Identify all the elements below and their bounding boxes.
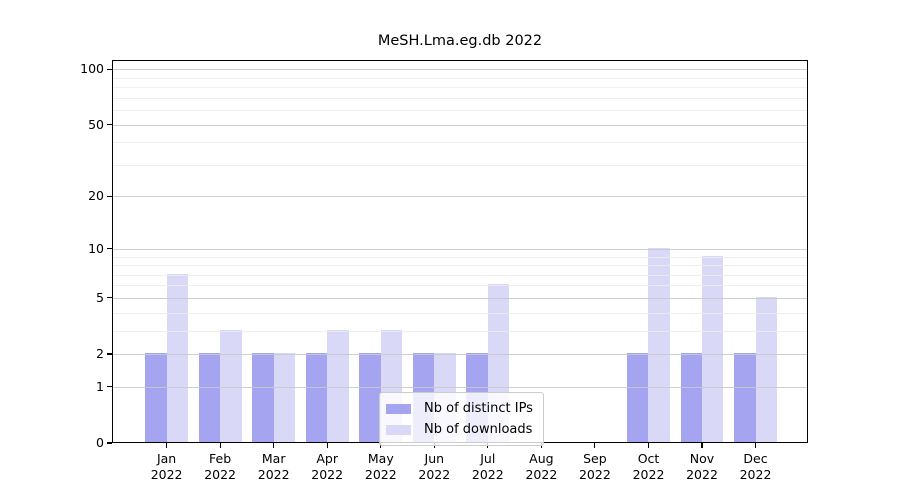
y-tick-mark-1	[107, 386, 112, 388]
x-tick-label-nov: Nov 2022	[686, 451, 718, 482]
bar-downloads-nov	[701, 255, 724, 442]
bar-downloads-apr	[327, 329, 349, 442]
x-tick-mark-nov	[701, 443, 703, 448]
legend-label-distinct-ips: Nb of distinct IPs	[424, 401, 533, 416]
y-tick-mark-20	[107, 195, 112, 197]
x-tick-mark-feb	[219, 443, 221, 448]
y-tick-label-2: 2	[96, 346, 104, 361]
y-tick-label-10: 10	[88, 240, 104, 256]
y-tick-label-100: 100	[80, 61, 104, 77]
bar-distinct-ips-mar	[252, 353, 274, 442]
legend: Nb of distinct IPs Nb of downloads	[379, 392, 544, 446]
bar-distinct-ips-may	[359, 353, 381, 442]
y-tick-label-1: 1	[96, 378, 104, 394]
x-tick-label-may: May 2022	[364, 451, 397, 482]
plot-area	[112, 60, 808, 443]
x-tick-label-dec: Dec 2022	[739, 451, 772, 482]
bar-downloads-oct	[648, 247, 670, 442]
bar-downloads-jan	[166, 273, 188, 442]
y-tick-mark-5	[107, 297, 112, 299]
x-tick-label-jul: Jul 2022	[471, 451, 504, 482]
bar-distinct-ips-apr	[305, 353, 328, 442]
chart-title: MeSH.Lma.eg.db 2022	[377, 33, 543, 49]
bar-distinct-ips-nov	[680, 353, 702, 442]
bar-distinct-ips-dec	[734, 353, 756, 442]
y-tick-label-5: 5	[96, 289, 104, 305]
x-tick-label-sep: Sep 2022	[578, 451, 611, 482]
x-tick-mark-mar	[273, 443, 275, 448]
x-tick-label-jan: Jan 2022	[150, 451, 183, 482]
legend-item-distinct-ips: Nb of distinct IPs	[386, 398, 533, 419]
y-tick-mark-100	[107, 68, 112, 70]
y-tick-mark-10	[107, 248, 112, 250]
x-tick-label-mar: Mar 2022	[257, 451, 290, 482]
y-tick-mark-0	[107, 442, 112, 444]
y-tick-label-0: 0	[96, 435, 104, 450]
x-tick-mark-oct	[647, 443, 650, 448]
bar-distinct-ips-jan	[145, 353, 167, 442]
bar-downloads-mar	[273, 353, 296, 442]
legend-swatch-distinct-ips	[386, 403, 411, 414]
bar-distinct-ips-feb	[198, 353, 221, 442]
x-tick-mark-jan	[166, 443, 168, 448]
y-tick-label-20: 20	[88, 188, 104, 204]
bar-downloads-dec	[755, 296, 777, 442]
x-tick-label-aug: Aug 2022	[525, 451, 558, 482]
bars-layer	[113, 61, 807, 442]
x-tick-label-jun: Jun 2022	[418, 451, 451, 482]
bar-distinct-ips-oct	[627, 353, 649, 442]
x-tick-mark-dec	[754, 443, 757, 448]
y-tick-label-50: 50	[88, 116, 104, 132]
x-tick-label-oct: Oct 2022	[632, 451, 665, 482]
x-tick-label-apr: Apr 2022	[311, 451, 344, 482]
x-tick-mark-sep	[594, 443, 596, 448]
legend-label-downloads: Nb of downloads	[424, 422, 533, 437]
legend-item-downloads: Nb of downloads	[386, 419, 533, 440]
x-tick-label-feb: Feb 2022	[204, 451, 236, 482]
x-tick-mark-apr	[326, 443, 328, 448]
bar-downloads-feb	[220, 329, 242, 442]
y-tick-mark-50	[107, 123, 112, 126]
legend-swatch-downloads	[386, 424, 411, 435]
y-tick-mark-2	[107, 353, 112, 355]
